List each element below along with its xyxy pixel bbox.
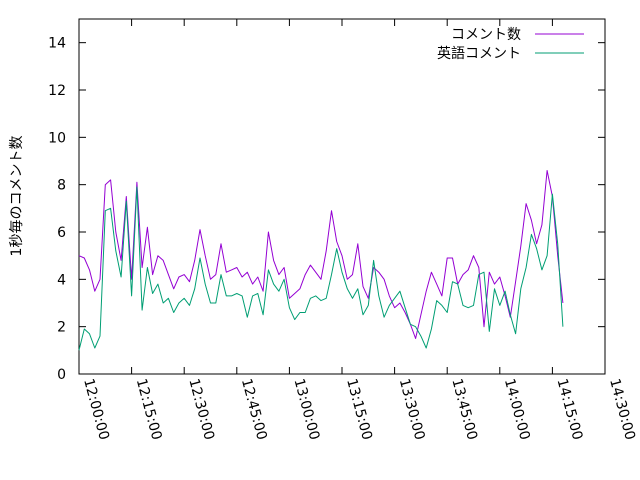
x-tick-label: 13:15:00 <box>343 377 375 442</box>
x-tick-label: 12:45:00 <box>238 377 270 442</box>
series-layer <box>78 170 564 351</box>
x-tick-label: 12:00:00 <box>80 377 112 442</box>
y-tick-label: 10 <box>48 130 66 146</box>
legend-label: コメント数 <box>451 27 521 43</box>
x-tick-label: 13:45:00 <box>448 377 480 442</box>
x-axis: 12:00:00 12:15:00 12:30:00 12:45:00 13:00:00… <box>78 19 638 442</box>
y-tick-label: 6 <box>57 225 66 241</box>
y-axis-title: 1秒毎のコメント数 <box>9 136 25 257</box>
y-tick-label: 14 <box>48 36 66 52</box>
x-tick-label: 12:30:00 <box>185 377 217 442</box>
y-tick-label: 8 <box>57 178 66 194</box>
x-tick-label: 13:00:00 <box>291 377 323 442</box>
x-tick-label: 14:15:00 <box>554 377 586 442</box>
x-tick-label: 14:30:00 <box>606 377 638 442</box>
y-tick-label: 0 <box>57 367 66 383</box>
x-tick-label: 14:00:00 <box>501 377 533 442</box>
y-tick-label: 12 <box>48 83 66 99</box>
legend-label: 英語コメント <box>437 45 521 62</box>
y-tick-label: 2 <box>57 320 66 336</box>
x-tick-label: 13:30:00 <box>396 377 428 442</box>
series-line-2 <box>78 186 564 351</box>
y-axis: 0 2 4 6 8 10 12 14 <box>48 36 605 383</box>
plot-area <box>78 18 606 375</box>
series-line-1 <box>78 170 564 339</box>
x-tick-label: 12:15:00 <box>133 377 165 442</box>
y-tick-label: 4 <box>57 272 66 288</box>
